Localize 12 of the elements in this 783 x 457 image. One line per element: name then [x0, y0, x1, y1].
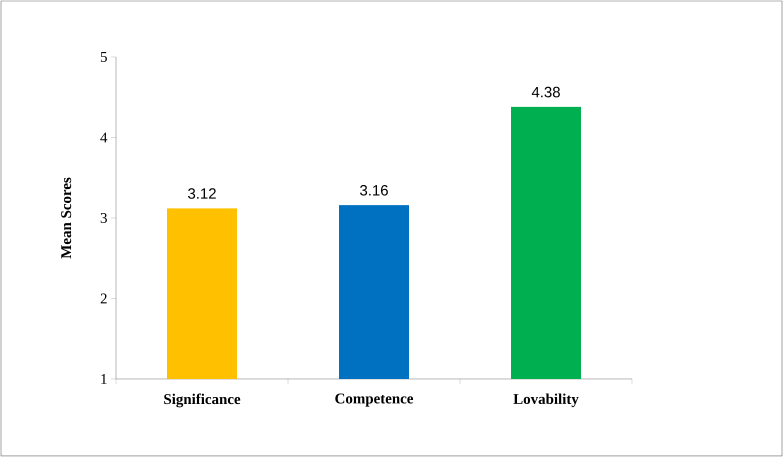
- y-axis-title: Mean Scores: [61, 178, 72, 258]
- y-tick-label: 1: [101, 374, 107, 384]
- x-tick-label: Lovability: [513, 394, 579, 408]
- y-tick-label: 4: [100, 132, 108, 142]
- data-label: 3.12: [188, 188, 216, 199]
- y-tick-label: 2: [100, 294, 107, 304]
- x-tick-label: Competence: [335, 394, 414, 407]
- x-tick-label: Significance: [164, 394, 240, 408]
- data-label: 4.38: [532, 86, 560, 98]
- data-label: 3.16: [360, 185, 388, 196]
- y-tick-label: 3: [100, 212, 107, 223]
- y-tick-label: 5: [100, 52, 107, 62]
